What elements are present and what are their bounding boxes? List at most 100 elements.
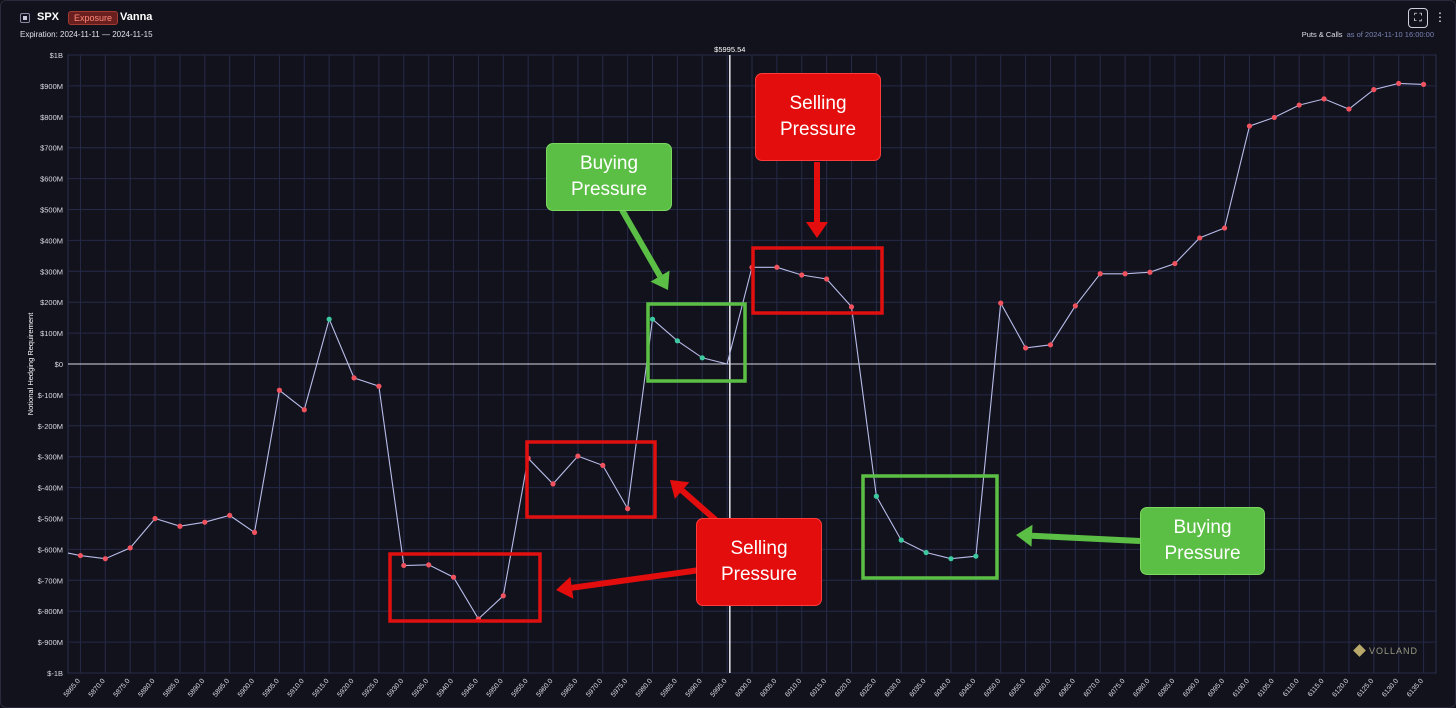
x-tick-label: 6000.0 xyxy=(734,678,753,699)
volland-logo: VOLLAND xyxy=(1353,644,1418,657)
x-tick-label: 5905.0 xyxy=(262,678,281,699)
symbol-label[interactable]: SPX xyxy=(37,11,60,23)
x-tick-label: 5995.0 xyxy=(710,678,729,699)
x-tick-label: 5985.0 xyxy=(660,678,679,699)
x-tick-label: 5865.0 xyxy=(63,678,82,699)
y-tick-label: $200M xyxy=(40,298,63,307)
data-point xyxy=(550,481,556,487)
data-point xyxy=(674,338,680,344)
y-tick-label: $-200M xyxy=(38,422,63,431)
highlight-box xyxy=(861,474,999,580)
x-tick-label: 5870.0 xyxy=(88,678,107,699)
data-point xyxy=(127,545,133,551)
x-tick-label: 5880.0 xyxy=(137,678,156,699)
data-point xyxy=(1296,102,1302,108)
exposure-badge[interactable]: Exposure xyxy=(68,11,119,25)
highlight-box xyxy=(388,552,542,623)
data-point xyxy=(848,304,855,310)
x-tick-label: 5950.0 xyxy=(486,678,505,699)
y-tick-label: $1B xyxy=(50,51,63,60)
annotation-selling-pressure-top: Selling Pressure xyxy=(755,73,881,161)
x-tick-label: 5910.0 xyxy=(287,678,306,699)
data-point xyxy=(575,453,581,459)
y-tick-label: $900M xyxy=(40,82,63,91)
x-tick-label: 6125.0 xyxy=(1356,678,1375,699)
data-point xyxy=(1197,235,1203,241)
data-point xyxy=(1023,345,1029,351)
data-point xyxy=(625,506,631,512)
data-point xyxy=(1172,260,1178,267)
x-tick-label: 5970.0 xyxy=(585,678,604,699)
data-point xyxy=(824,276,830,282)
data-point xyxy=(351,375,357,381)
y-tick-label: $0 xyxy=(55,360,63,369)
x-tick-label: 5990.0 xyxy=(685,678,704,699)
x-tick-label: 5925.0 xyxy=(361,678,380,699)
y-tick-label: $-300M xyxy=(38,453,63,462)
arrow-buying-right-head xyxy=(1016,524,1033,547)
x-tick-label: 6025.0 xyxy=(859,678,878,699)
x-tick-label: 6075.0 xyxy=(1107,678,1126,699)
x-tick-label: 6115.0 xyxy=(1307,678,1326,699)
x-tick-label: 6100.0 xyxy=(1232,678,1251,699)
x-tick-label: 6090.0 xyxy=(1182,678,1201,699)
x-tick-label: 5965.0 xyxy=(560,678,579,699)
x-tick-label: 6105.0 xyxy=(1257,678,1276,699)
data-point xyxy=(948,556,954,562)
y-tick-label: $-100M xyxy=(38,391,63,400)
x-tick-label: 6065.0 xyxy=(1058,678,1077,699)
metric-label[interactable]: Vanna xyxy=(120,11,153,23)
x-tick-label: 5930.0 xyxy=(386,678,405,699)
spot-price-label: $5995.54 xyxy=(714,45,745,54)
x-tick-label: 6010.0 xyxy=(784,678,803,699)
chart-header: SPX Exposure Vanna Expiration: 2024-11-1… xyxy=(10,8,1446,48)
data-point xyxy=(450,574,457,580)
y-tick-label: $-800M xyxy=(38,607,63,616)
x-tick-label: 6050.0 xyxy=(983,678,1002,699)
annotation-buying-pressure-right: Buying Pressure xyxy=(1140,507,1265,575)
data-point xyxy=(1420,81,1427,87)
data-point xyxy=(699,355,705,361)
data-point xyxy=(1147,269,1153,275)
x-tick-label: 5885.0 xyxy=(162,678,181,699)
arrow-buying-left-head xyxy=(650,270,670,290)
x-tick-label: 5935.0 xyxy=(411,678,430,699)
x-tick-label: 5900.0 xyxy=(237,678,256,699)
x-tick-label: 5980.0 xyxy=(635,678,654,699)
data-point xyxy=(426,562,432,568)
x-tick-label: 6135.0 xyxy=(1406,678,1425,699)
data-point xyxy=(177,523,183,529)
data-point xyxy=(152,515,158,522)
x-tick-label: 6020.0 xyxy=(834,678,853,699)
data-point xyxy=(276,387,283,393)
data-point xyxy=(774,264,780,270)
y-tick-label: $100M xyxy=(40,329,63,338)
y-tick-label: $400M xyxy=(40,236,63,245)
annotation-selling-pressure-bottom: Selling Pressure xyxy=(696,518,822,606)
y-tick-label: $-900M xyxy=(38,638,63,647)
highlight-box xyxy=(646,302,747,383)
data-point xyxy=(376,383,382,389)
data-point xyxy=(1371,87,1377,93)
data-point xyxy=(649,316,656,322)
fullscreen-icon[interactable]: ⛶ xyxy=(1408,8,1428,28)
y-tick-label: $-500M xyxy=(38,515,63,524)
x-tick-label: 6110.0 xyxy=(1282,678,1301,699)
x-tick-label: 5975.0 xyxy=(610,678,629,699)
symbol-icon xyxy=(20,13,30,23)
data-point xyxy=(799,272,805,278)
data-point xyxy=(401,562,407,569)
data-point xyxy=(500,593,506,599)
data-point xyxy=(1346,106,1352,112)
x-tick-label: 5960.0 xyxy=(535,678,554,699)
vanna-series-line xyxy=(67,82,1424,620)
as-of-timestamp: as of 2024-11-10 16:00:00 xyxy=(1346,30,1434,39)
y-tick-label: $300M xyxy=(40,267,63,276)
more-vertical-icon[interactable]: ⋮ xyxy=(1434,10,1446,24)
y-tick-label: $-700M xyxy=(38,576,63,585)
arrow-selling-to-mid xyxy=(680,488,720,525)
x-tick-label: 6120.0 xyxy=(1331,678,1350,699)
data-point xyxy=(1072,303,1078,309)
y-tick-label: $-1B xyxy=(47,669,63,678)
arrow-selling-to-low xyxy=(571,567,701,591)
